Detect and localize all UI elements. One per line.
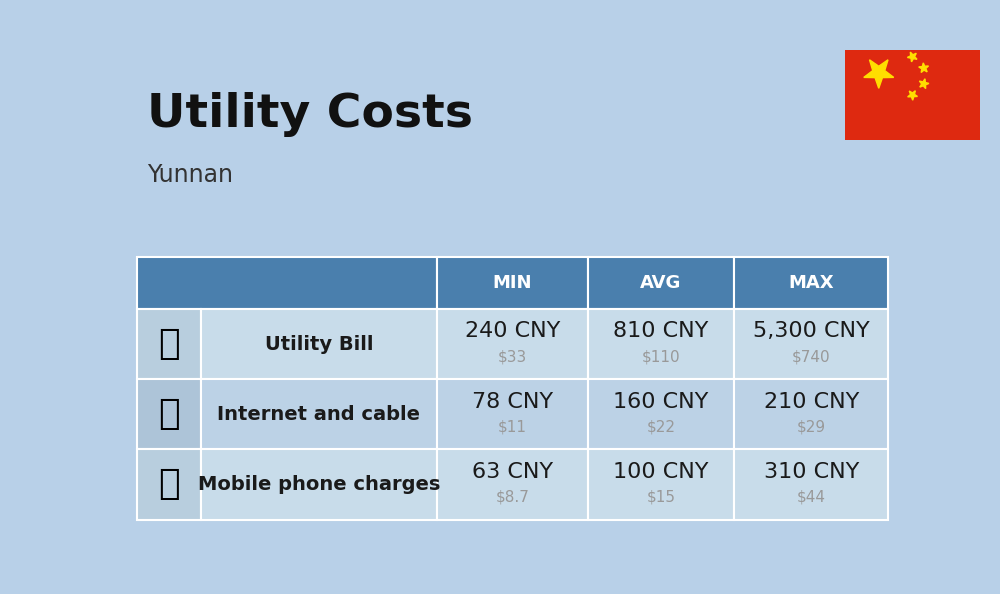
Text: 🔌: 🔌 (158, 327, 179, 361)
Text: $11: $11 (498, 419, 527, 435)
Text: $740: $740 (792, 349, 831, 365)
Polygon shape (919, 63, 928, 72)
Text: Utility Bill: Utility Bill (265, 334, 373, 353)
Text: $44: $44 (797, 490, 826, 505)
Text: Yunnan: Yunnan (147, 163, 233, 187)
Polygon shape (907, 52, 917, 62)
FancyBboxPatch shape (588, 309, 734, 379)
FancyBboxPatch shape (588, 379, 734, 450)
Text: $8.7: $8.7 (496, 490, 529, 505)
Text: $110: $110 (642, 349, 680, 365)
FancyBboxPatch shape (588, 257, 734, 309)
Text: MAX: MAX (789, 274, 834, 292)
FancyBboxPatch shape (734, 257, 888, 309)
Text: 📱: 📱 (158, 467, 179, 501)
FancyBboxPatch shape (437, 257, 588, 309)
FancyBboxPatch shape (734, 379, 888, 450)
FancyBboxPatch shape (137, 309, 201, 379)
Text: 5,300 CNY: 5,300 CNY (753, 321, 870, 342)
Text: 63 CNY: 63 CNY (472, 462, 553, 482)
FancyBboxPatch shape (137, 379, 201, 450)
Text: AVG: AVG (640, 274, 682, 292)
FancyBboxPatch shape (734, 450, 888, 520)
Text: 78 CNY: 78 CNY (472, 391, 553, 412)
Text: $33: $33 (498, 349, 527, 365)
FancyBboxPatch shape (137, 450, 201, 520)
Text: MIN: MIN (493, 274, 532, 292)
FancyBboxPatch shape (437, 450, 588, 520)
Text: 100 CNY: 100 CNY (613, 462, 709, 482)
Text: 📡: 📡 (158, 397, 179, 431)
FancyBboxPatch shape (734, 309, 888, 379)
Polygon shape (864, 60, 894, 89)
Text: 240 CNY: 240 CNY (465, 321, 560, 342)
FancyBboxPatch shape (437, 379, 588, 450)
Polygon shape (919, 79, 929, 89)
Polygon shape (908, 91, 917, 100)
Text: 210 CNY: 210 CNY (764, 391, 859, 412)
Text: 160 CNY: 160 CNY (613, 391, 709, 412)
FancyBboxPatch shape (201, 309, 437, 379)
Text: Internet and cable: Internet and cable (217, 405, 420, 424)
Text: 810 CNY: 810 CNY (613, 321, 709, 342)
Text: $15: $15 (646, 490, 675, 505)
FancyBboxPatch shape (588, 450, 734, 520)
Text: Mobile phone charges: Mobile phone charges (198, 475, 440, 494)
FancyBboxPatch shape (137, 257, 437, 309)
Text: $29: $29 (797, 419, 826, 435)
Text: Utility Costs: Utility Costs (147, 92, 473, 137)
FancyBboxPatch shape (437, 309, 588, 379)
Text: $22: $22 (646, 419, 675, 435)
FancyBboxPatch shape (201, 379, 437, 450)
FancyBboxPatch shape (201, 450, 437, 520)
Text: 310 CNY: 310 CNY (764, 462, 859, 482)
